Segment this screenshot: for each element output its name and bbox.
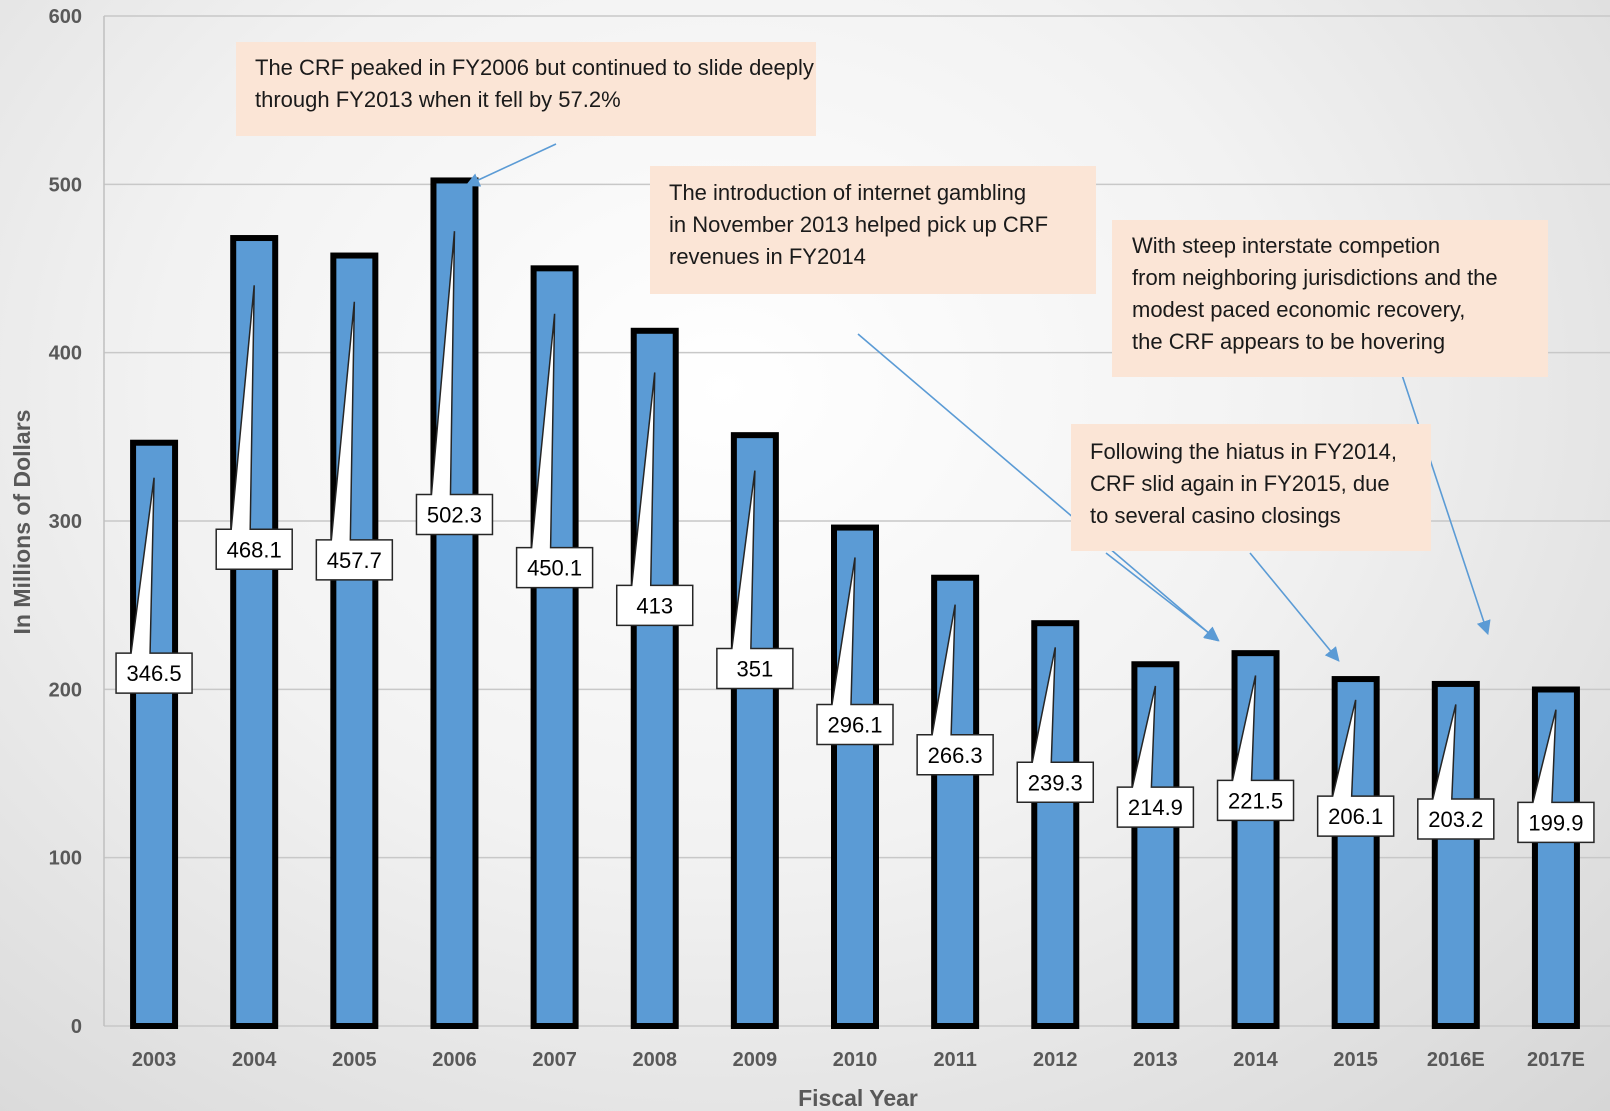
bar [831,524,879,1029]
x-tick-label: 2007 [532,1049,577,1071]
x-axis-title: Fiscal Year [798,1085,918,1111]
data-label: 457.7 [327,548,382,573]
data-label: 346.5 [127,661,182,686]
y-axis-ticks: 0 100 200 300 400 500 600 [49,6,82,1038]
x-tick-label: 2010 [833,1049,878,1071]
data-label-callout [115,477,193,694]
bar [1431,680,1480,1029]
y-tick-label: 300 [49,511,82,533]
arrow-internet-gambling [857,333,1219,642]
data-label: 221.5 [1228,788,1283,813]
data-label: 203.2 [1428,807,1483,832]
bar [230,235,279,1029]
data-label: 351 [737,657,774,682]
data-label-callout [315,301,394,581]
x-tick-label: 2017E [1527,1049,1585,1071]
bar [1031,620,1080,1029]
data-label-callout [816,557,894,746]
data-label-callout [1216,675,1295,822]
arrow-peak [465,143,557,187]
data-label: 214.9 [1128,795,1183,820]
x-tick-label: 2008 [632,1049,677,1071]
bar [1331,676,1380,1029]
bar [1231,650,1280,1029]
data-label-callout [215,285,293,571]
data-label: 199.9 [1528,810,1583,835]
data-label-callout [1016,647,1095,804]
bar [630,327,679,1029]
arrow-casino-closings-2 [1105,552,1220,642]
data-label-callout [716,470,794,690]
x-tick-label: 2009 [733,1049,778,1071]
x-tick-label: 2012 [1033,1049,1078,1071]
y-tick-label: 200 [49,679,82,701]
bar [530,265,579,1029]
bar [1131,661,1180,1029]
data-label-callout [615,372,694,627]
bars [130,177,1580,1030]
annotation-internet-gambling: The introduction of internet gambling in… [650,166,1096,294]
bar [130,439,179,1030]
y-tick-label: 500 [49,174,82,196]
data-label-callout [1316,699,1395,837]
y-tick-label: 100 [49,848,82,870]
data-label-callout [1116,685,1195,828]
y-tick-label: 400 [49,343,82,365]
annotation-casino-closings: Following the hiatus in FY2014, CRF slid… [1071,424,1431,551]
x-tick-label: 2013 [1133,1049,1178,1071]
x-tick-label: 2003 [132,1049,177,1071]
data-label: 450.1 [527,556,582,581]
x-tick-label: 2015 [1333,1049,1378,1071]
x-tick-label: 2004 [232,1049,277,1071]
x-tick-label: 2011 [933,1049,976,1071]
data-label-callout [515,313,594,589]
bar [730,432,779,1029]
arrow-casino-closings [1249,552,1340,662]
x-axis-ticks: 2003 2004 2005 2006 2007 2008 2009 2010 2011 2012… [132,1049,1585,1071]
bar [931,574,980,1029]
data-labels: 346.5 468.1 457.7 502.3 450.1 413 351 296.1 266.… [115,231,1595,844]
data-label: 502.3 [427,502,482,527]
data-label-callout [916,604,994,776]
y-axis-title: In Millions of Dollars [9,410,35,635]
x-tick-label: 2016E [1427,1049,1485,1071]
x-tick-label: 2014 [1233,1049,1278,1071]
y-tick-label: 600 [49,6,82,28]
x-tick-label: 2006 [432,1049,477,1071]
data-label-callout [1517,709,1595,844]
annotation-peak: The CRF peaked in FY2006 but continued t… [236,42,816,136]
data-label: 239.3 [1028,770,1083,795]
bar [1531,686,1580,1029]
y-tick-label: 0 [71,1016,82,1038]
annotation-hovering: With steep interstate competion from nei… [1112,220,1548,377]
arrow-hovering [1400,371,1491,636]
data-label-callout [415,231,494,536]
data-label: 413 [636,593,673,618]
data-label: 296.1 [827,712,882,737]
data-label: 468.1 [227,537,282,562]
data-label-callout [1417,704,1495,840]
bar [430,177,479,1029]
annotation-arrows [465,143,1491,662]
x-tick-label: 2005 [332,1049,377,1071]
bar [330,252,379,1029]
data-label: 266.3 [928,743,983,768]
data-label: 206.1 [1328,804,1383,829]
